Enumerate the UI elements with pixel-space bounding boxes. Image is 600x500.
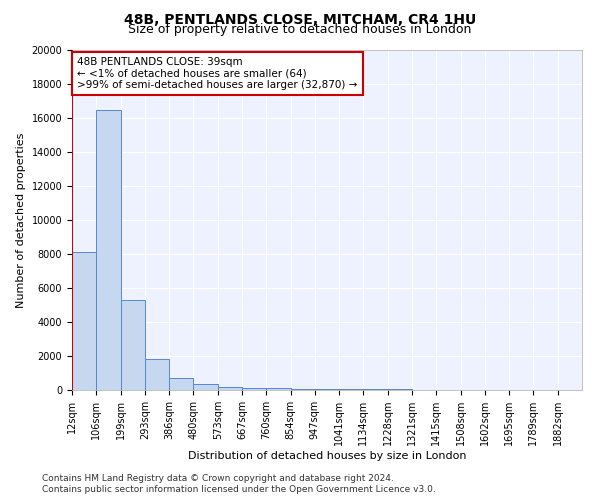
Bar xyxy=(339,389,364,390)
Bar xyxy=(193,384,218,390)
Bar xyxy=(290,388,315,390)
Bar xyxy=(72,252,96,390)
Bar xyxy=(145,360,169,390)
Text: Size of property relative to detached houses in London: Size of property relative to detached ho… xyxy=(128,22,472,36)
Bar xyxy=(169,378,193,390)
Bar xyxy=(242,388,266,390)
Text: 48B, PENTLANDS CLOSE, MITCHAM, CR4 1HU: 48B, PENTLANDS CLOSE, MITCHAM, CR4 1HU xyxy=(124,12,476,26)
X-axis label: Distribution of detached houses by size in London: Distribution of detached houses by size … xyxy=(188,451,466,461)
Bar xyxy=(121,300,145,390)
Bar xyxy=(266,388,290,390)
Text: 48B PENTLANDS CLOSE: 39sqm
← <1% of detached houses are smaller (64)
>99% of sem: 48B PENTLANDS CLOSE: 39sqm ← <1% of deta… xyxy=(77,57,358,90)
Y-axis label: Number of detached properties: Number of detached properties xyxy=(16,132,26,308)
Bar xyxy=(218,386,242,390)
Bar xyxy=(315,389,339,390)
Bar xyxy=(96,110,121,390)
Text: Contains HM Land Registry data © Crown copyright and database right 2024.
Contai: Contains HM Land Registry data © Crown c… xyxy=(42,474,436,494)
